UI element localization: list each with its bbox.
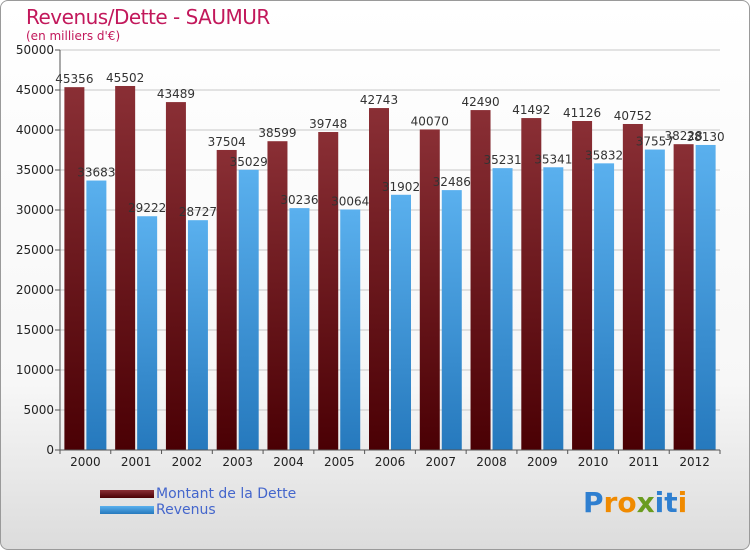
x-tick-label: 2004 — [273, 455, 304, 469]
bar-revenus — [695, 144, 716, 450]
chart-title: Revenus/Dette - SAUMUR — [26, 5, 270, 29]
data-label: 45502 — [106, 71, 144, 85]
bar-revenus — [492, 168, 513, 451]
legend: Montant de la Dette Revenus — [100, 486, 296, 518]
bar-revenus — [441, 190, 462, 450]
data-label: 30064 — [331, 194, 369, 208]
y-tick-label: 40000 — [16, 123, 54, 137]
data-label: 33683 — [77, 166, 115, 180]
x-tick-label: 2005 — [324, 455, 355, 469]
x-tick-label: 2006 — [375, 455, 406, 469]
bar-dette — [419, 129, 440, 450]
logo-letter: i — [677, 486, 688, 519]
x-tick-label: 2001 — [121, 455, 152, 469]
legend-swatch-dette — [100, 490, 154, 498]
data-label: 32486 — [433, 175, 471, 189]
logo-letter: o — [617, 486, 637, 519]
data-label: 30236 — [280, 193, 318, 207]
bar-dette — [572, 120, 593, 450]
y-tick-label: 5000 — [23, 403, 54, 417]
bar-dette — [369, 108, 389, 450]
data-label: 35832 — [585, 148, 623, 162]
bar-dette — [470, 110, 491, 450]
data-label: 35231 — [483, 153, 521, 167]
data-label: 38130 — [687, 130, 725, 144]
y-tick-label: 50000 — [16, 43, 54, 57]
data-label: 38599 — [258, 126, 296, 140]
data-label: 37557 — [636, 135, 674, 149]
bar-dette — [267, 141, 288, 450]
bar-dette — [673, 144, 694, 450]
bar-dette — [216, 149, 237, 450]
data-label: 43489 — [157, 87, 195, 101]
logo-letter: t — [664, 486, 678, 519]
bar-revenus — [238, 169, 259, 450]
bar-revenus — [391, 194, 411, 450]
x-tick-label: 2011 — [629, 455, 660, 469]
data-label: 40752 — [614, 109, 652, 123]
bar-revenus — [137, 216, 158, 450]
legend-item-revenus: Revenus — [100, 502, 296, 518]
x-tick-label: 2007 — [425, 455, 456, 469]
x-tick-label: 2012 — [679, 455, 710, 469]
data-label: 35029 — [230, 155, 268, 169]
bar-revenus — [594, 163, 615, 450]
data-label: 39748 — [309, 117, 347, 131]
logo-letter: P — [583, 486, 604, 519]
bar-revenus — [187, 220, 208, 450]
x-tick-label: 2008 — [476, 455, 507, 469]
bar-revenus — [340, 209, 361, 450]
y-tick-label: 0 — [46, 443, 54, 457]
bars — [64, 85, 716, 451]
legend-label-revenus: Revenus — [156, 502, 216, 518]
y-tick-label: 10000 — [16, 363, 54, 377]
data-label: 42490 — [461, 95, 499, 109]
data-label: 38228 — [665, 129, 703, 143]
bar-revenus — [86, 180, 107, 450]
bar-dette — [318, 132, 339, 451]
legend-label-dette: Montant de la Dette — [156, 486, 297, 502]
bar-dette — [165, 102, 186, 450]
bar-dette — [521, 118, 542, 451]
proxiti-logo: Proxiti — [583, 486, 687, 519]
x-tick-label: 2000 — [70, 455, 101, 469]
x-tick-label: 2003 — [222, 455, 253, 469]
x-tick-label: 2009 — [527, 455, 558, 469]
y-tick-label: 30000 — [16, 203, 54, 217]
legend-item-dette: Montant de la Dette — [100, 486, 296, 502]
bar-revenus — [289, 208, 310, 450]
data-label: 41126 — [563, 106, 601, 120]
x-tick-label: 2010 — [578, 455, 609, 469]
logo-letter: i — [654, 486, 665, 519]
data-label: 45356 — [55, 72, 93, 86]
bar-revenus — [644, 149, 665, 450]
data-label: 41492 — [512, 103, 550, 117]
data-label: 37504 — [208, 135, 246, 149]
data-labels: 45356 33683 45502 29222 43489 28727 37504 35029… — [55, 71, 724, 219]
x-tick-label: 2002 — [172, 455, 203, 469]
data-label: 28727 — [179, 205, 217, 219]
bar-dette — [115, 85, 136, 450]
y-tick-label: 20000 — [16, 283, 54, 297]
data-label: 40070 — [411, 114, 449, 128]
bar-revenus — [543, 167, 564, 450]
y-tick-label: 35000 — [16, 163, 54, 177]
data-label: 29222 — [128, 201, 166, 215]
y-tick-label: 45000 — [16, 83, 54, 97]
data-label: 31902 — [382, 180, 420, 194]
bar-dette — [622, 123, 643, 450]
data-label: 42743 — [360, 93, 398, 107]
legend-swatch-revenus — [100, 506, 154, 514]
data-label: 35341 — [534, 152, 572, 166]
y-tick-label: 15000 — [16, 323, 54, 337]
chart-subtitle: (en milliers d'€) — [26, 29, 121, 43]
bar-dette — [64, 87, 85, 450]
logo-letter: x — [636, 486, 655, 519]
y-tick-label: 25000 — [16, 243, 54, 257]
axes: 0 5000 10000 15000 20000 25000 30000 35000 40000… — [16, 43, 721, 469]
logo-letter: r — [603, 486, 618, 519]
